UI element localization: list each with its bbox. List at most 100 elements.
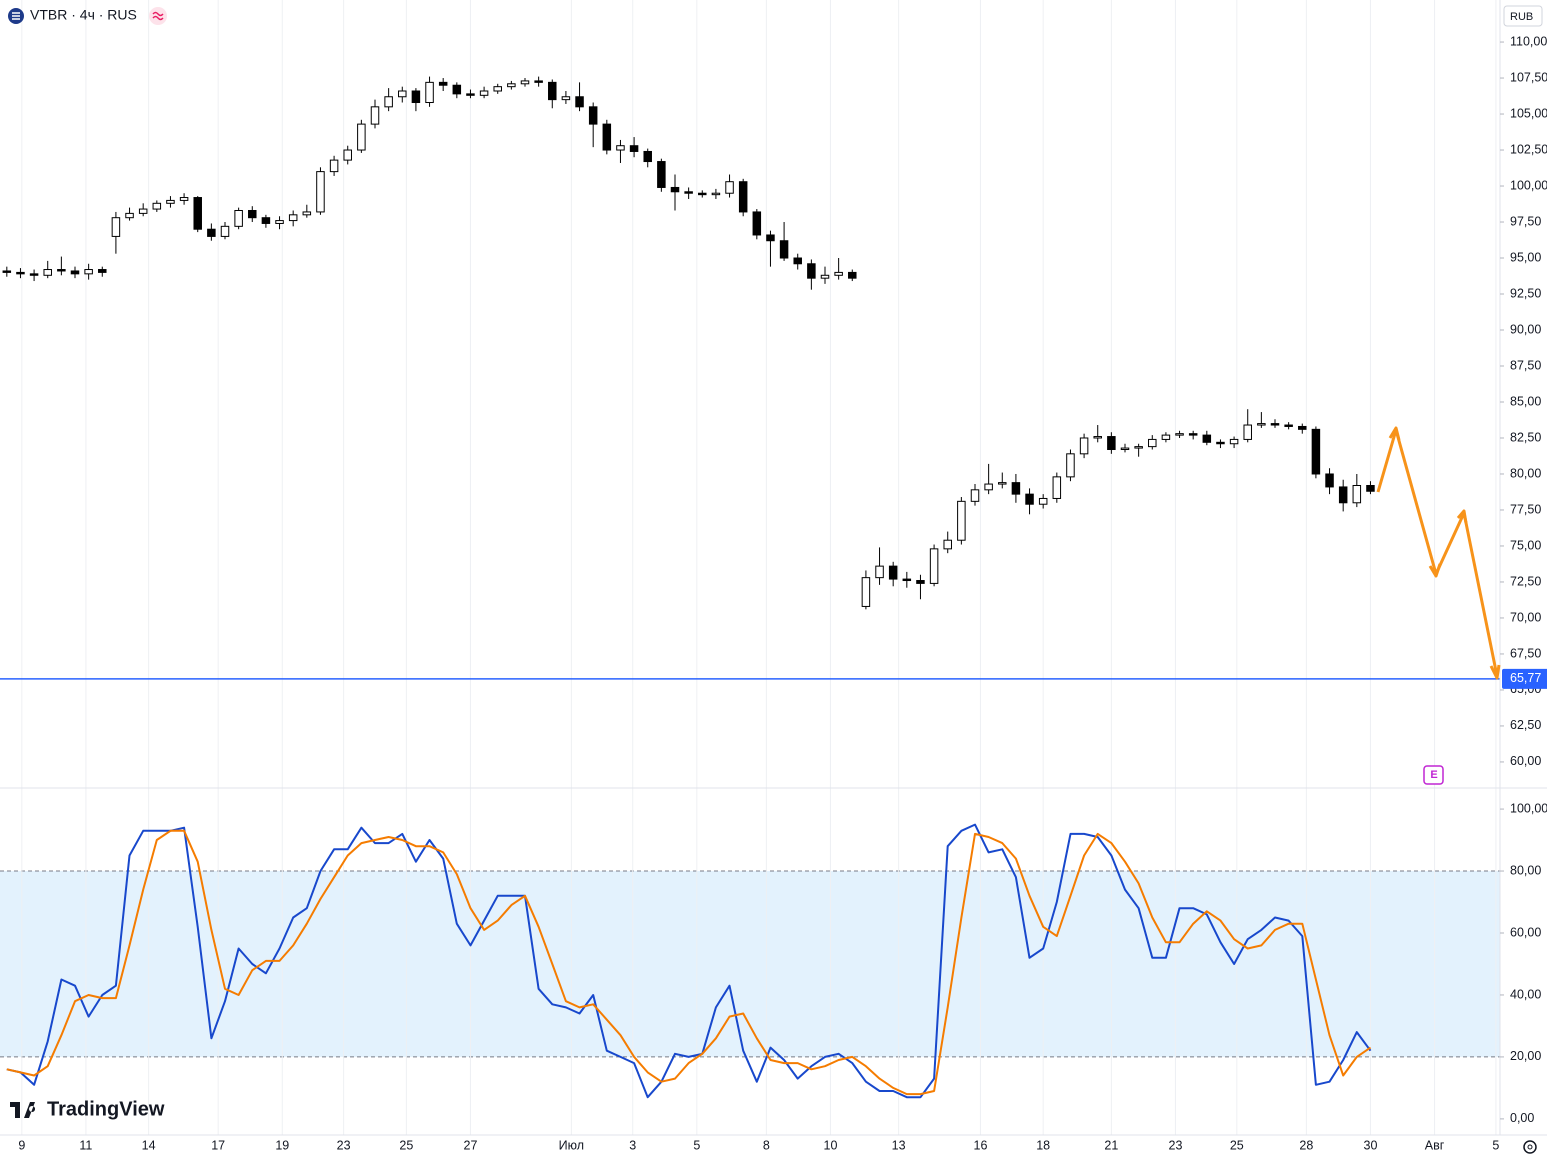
- candle-body: [984, 483, 993, 491]
- x-tick-label: 19: [275, 1138, 289, 1152]
- candle-body: [766, 234, 775, 242]
- watermark: TradingView: [47, 1098, 165, 1120]
- candle-body: [943, 539, 952, 550]
- candle-body: [657, 161, 666, 188]
- candle-body: [1352, 484, 1362, 504]
- symbol-header: VTBR · 4ч · RUS: [8, 7, 167, 25]
- candle-body: [888, 565, 898, 580]
- x-tick-label: 16: [974, 1138, 988, 1152]
- x-tick-label: 9: [18, 1138, 25, 1152]
- candle-body: [193, 197, 202, 230]
- y-tick-label: 77,50: [1510, 502, 1541, 516]
- y-tick-label: 92,50: [1510, 286, 1541, 300]
- candle-body: [916, 580, 925, 584]
- candle-body: [302, 211, 312, 216]
- earnings-marker[interactable]: E: [1423, 765, 1444, 785]
- y-tick-label: 100,00: [1510, 801, 1547, 815]
- candle-body: [970, 489, 980, 502]
- logo-mark: [10, 1102, 36, 1118]
- x-tick-label: 25: [1230, 1138, 1244, 1152]
- candle-body: [929, 548, 939, 584]
- x-tick-label: Авг: [1425, 1138, 1445, 1152]
- candle-body: [670, 186, 680, 193]
- y-tick-label: 105,00: [1510, 106, 1547, 120]
- candle-body: [698, 192, 707, 196]
- candle-body: [1188, 433, 1198, 436]
- candle-body: [43, 269, 52, 276]
- candle-body: [902, 578, 912, 582]
- candle-body: [29, 273, 39, 276]
- x-tick-label: 13: [892, 1138, 906, 1152]
- settings-gear[interactable]: [1523, 1140, 1537, 1154]
- candle-body: [561, 96, 571, 101]
- candle-body: [1134, 446, 1143, 449]
- arrow-head: [1388, 426, 1401, 441]
- earnings-letter: E: [1430, 769, 1437, 781]
- candle-body: [466, 93, 475, 96]
- price-label-box: [1502, 668, 1547, 689]
- settings-icon[interactable]: [1523, 1140, 1537, 1154]
- stoch-line: [6, 823, 1372, 1099]
- logo: TradingView: [10, 1098, 165, 1120]
- candle-body: [725, 181, 734, 194]
- y-tick-label: 110,00: [1510, 34, 1547, 48]
- candle-body: [152, 202, 162, 210]
- status-badge: [149, 7, 167, 25]
- symbol-icon-lines: [12, 12, 20, 20]
- candle-body: [248, 209, 257, 219]
- candle-body: [1298, 425, 1307, 430]
- y-tick-label: 95,00: [1510, 250, 1541, 264]
- candle-body: [643, 150, 652, 163]
- x-tick-label: 30: [1364, 1138, 1378, 1152]
- candle-body: [738, 181, 748, 213]
- currency-box[interactable]: [1503, 5, 1543, 27]
- y-tick-label: 62,50: [1510, 718, 1541, 732]
- candle-body: [316, 171, 325, 213]
- x-tick-label: 21: [1104, 1138, 1118, 1152]
- x-tick-label: Июл: [559, 1138, 584, 1152]
- arrow-head: [1456, 509, 1468, 524]
- candle-body: [1148, 438, 1157, 448]
- y-tick-label: 72,50: [1510, 574, 1541, 588]
- candle-body: [588, 106, 598, 125]
- arrow-head: [1489, 664, 1501, 680]
- candle-body: [138, 208, 148, 214]
- candle-body: [1243, 424, 1252, 440]
- candle-body: [998, 482, 1007, 485]
- candle-body: [1229, 438, 1239, 445]
- earnings-icon[interactable]: [1423, 765, 1444, 785]
- x-tick-label: 23: [337, 1138, 351, 1152]
- y-tick-label: 80,00: [1510, 863, 1541, 877]
- drawing: [1376, 426, 1501, 680]
- price-label: 65,77: [1510, 671, 1541, 685]
- candle-body: [779, 240, 789, 259]
- candle-body: [711, 192, 721, 196]
- candle-body: [575, 96, 584, 108]
- y-tick-label: 100,00: [1510, 178, 1547, 192]
- candle-body: [1325, 473, 1334, 488]
- y-tick-label: 90,00: [1510, 322, 1541, 336]
- candle-body: [1161, 434, 1171, 440]
- candle-body: [534, 80, 543, 83]
- y-tick-label: 85,00: [1510, 394, 1541, 408]
- currency: RUB: [1510, 11, 1533, 23]
- candle-body: [629, 145, 639, 152]
- y-tick-label: 67,50: [1510, 646, 1541, 660]
- candle-body: [1257, 423, 1266, 426]
- candle-body: [1025, 493, 1034, 505]
- candle-body: [548, 81, 557, 101]
- candle-body: [1338, 486, 1348, 504]
- candle-body: [820, 274, 830, 279]
- candle-body: [1038, 497, 1048, 505]
- candle-body: [452, 84, 462, 95]
- candle-body: [1270, 423, 1280, 426]
- x-tick-label: 28: [1299, 1138, 1313, 1152]
- band-fill: [0, 871, 1500, 1057]
- y-tick-label: 60,00: [1510, 925, 1541, 939]
- candle-body: [834, 271, 843, 276]
- candle-body: [98, 269, 107, 273]
- candle-body: [275, 220, 284, 224]
- x-tick-label: 25: [399, 1138, 413, 1152]
